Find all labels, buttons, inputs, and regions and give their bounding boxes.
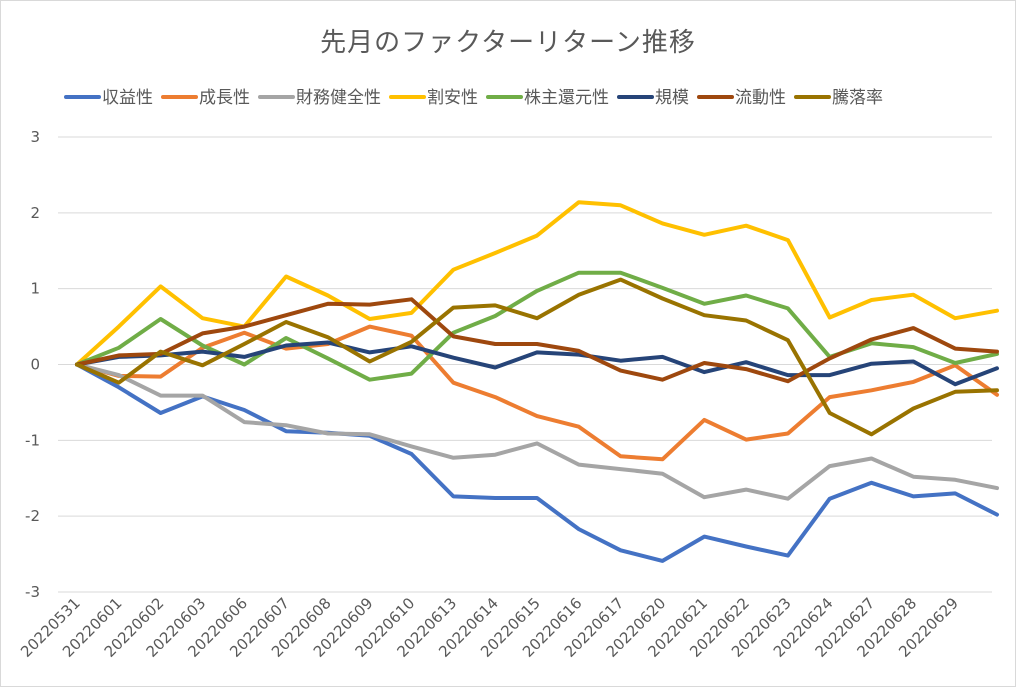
legend-label-3: 財務健全性 xyxy=(296,88,381,108)
x-axis: 2022053120220601202206022022060320220606… xyxy=(17,594,962,661)
y-tick-label: -3 xyxy=(25,583,40,601)
series-line-2 xyxy=(75,324,999,462)
y-axis: 3 2 1 0 -1 -2 -3 xyxy=(25,128,40,601)
y-tick-label: -1 xyxy=(25,431,40,449)
legend-label-4: 割安性 xyxy=(427,88,478,108)
legend-label-7: 流動性 xyxy=(735,88,786,108)
legend-label-6: 規模 xyxy=(655,88,689,108)
legend-label-1: 収益性 xyxy=(102,88,153,108)
series-line-8 xyxy=(75,277,999,437)
series-line-7 xyxy=(75,297,999,384)
legend-label-2: 成長性 xyxy=(199,88,250,108)
series-line-1 xyxy=(75,362,999,563)
y-tick-label: 3 xyxy=(30,128,40,146)
chart-title: 先月のファクターリターン推移 xyxy=(320,28,696,58)
legend-label-8: 騰落率 xyxy=(832,88,883,108)
series-line-3 xyxy=(75,362,999,501)
series-line-4 xyxy=(75,200,999,367)
y-tick-label: 0 xyxy=(30,356,40,374)
grid-layer xyxy=(58,136,992,593)
y-tick-label: 2 xyxy=(30,204,40,222)
series-line-6 xyxy=(75,340,999,387)
y-tick-label: -2 xyxy=(25,507,40,525)
legend-label-5: 株主還元性 xyxy=(524,88,609,108)
series-layer xyxy=(75,200,999,563)
legend: 収益性 成長性 財務健全性 割安性 株主還元性 規模 流動性 騰落率 xyxy=(64,88,883,108)
y-tick-label: 1 xyxy=(30,280,40,298)
